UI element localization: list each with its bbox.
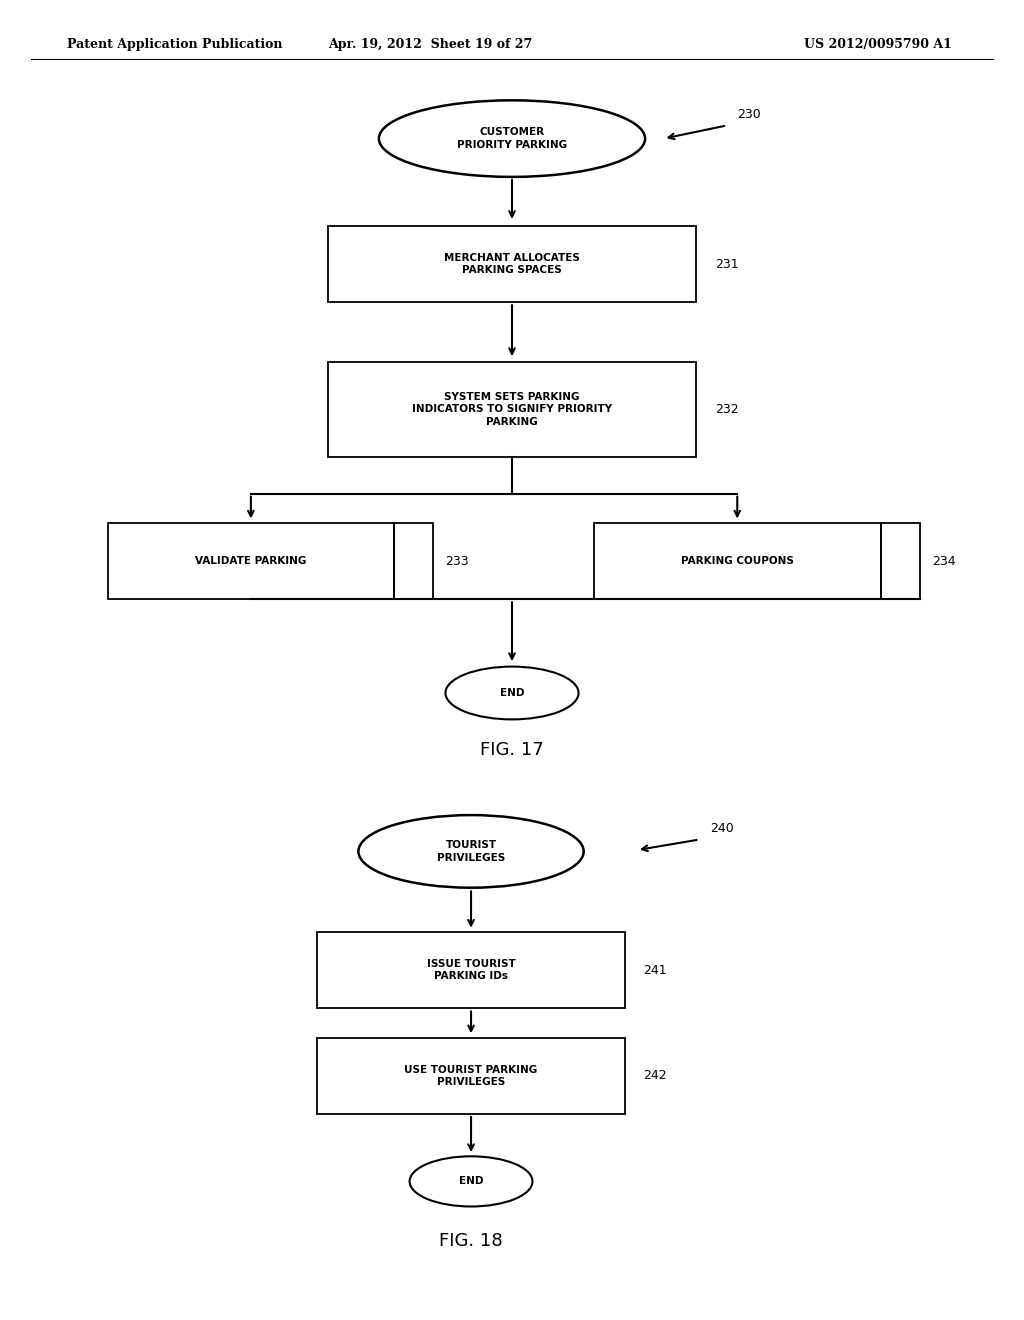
Text: FIG. 18: FIG. 18 (439, 1232, 503, 1250)
Text: Patent Application Publication: Patent Application Publication (67, 38, 282, 51)
Text: US 2012/0095790 A1: US 2012/0095790 A1 (805, 38, 952, 51)
Text: ISSUE TOURIST
PARKING IDs: ISSUE TOURIST PARKING IDs (427, 960, 515, 981)
Text: 240: 240 (710, 822, 733, 836)
Text: SYSTEM SETS PARKING
INDICATORS TO SIGNIFY PRIORITY
PARKING: SYSTEM SETS PARKING INDICATORS TO SIGNIF… (412, 392, 612, 426)
Text: 242: 242 (643, 1069, 667, 1082)
Text: END: END (459, 1176, 483, 1187)
Text: MERCHANT ALLOCATES
PARKING SPACES: MERCHANT ALLOCATES PARKING SPACES (444, 253, 580, 275)
Text: 234: 234 (932, 554, 955, 568)
Text: USE TOURIST PARKING
PRIVILEGES: USE TOURIST PARKING PRIVILEGES (404, 1065, 538, 1086)
Text: 231: 231 (715, 257, 738, 271)
Text: VALIDATE PARKING: VALIDATE PARKING (196, 556, 306, 566)
Text: 241: 241 (643, 964, 667, 977)
Text: 232: 232 (715, 403, 738, 416)
Text: 230: 230 (737, 108, 761, 121)
Text: 233: 233 (445, 554, 469, 568)
Text: CUSTOMER
PRIORITY PARKING: CUSTOMER PRIORITY PARKING (457, 128, 567, 149)
Text: Apr. 19, 2012  Sheet 19 of 27: Apr. 19, 2012 Sheet 19 of 27 (328, 38, 532, 51)
Text: PARKING COUPONS: PARKING COUPONS (681, 556, 794, 566)
Text: TOURIST
PRIVILEGES: TOURIST PRIVILEGES (437, 841, 505, 862)
Text: FIG. 17: FIG. 17 (480, 741, 544, 759)
Text: END: END (500, 688, 524, 698)
